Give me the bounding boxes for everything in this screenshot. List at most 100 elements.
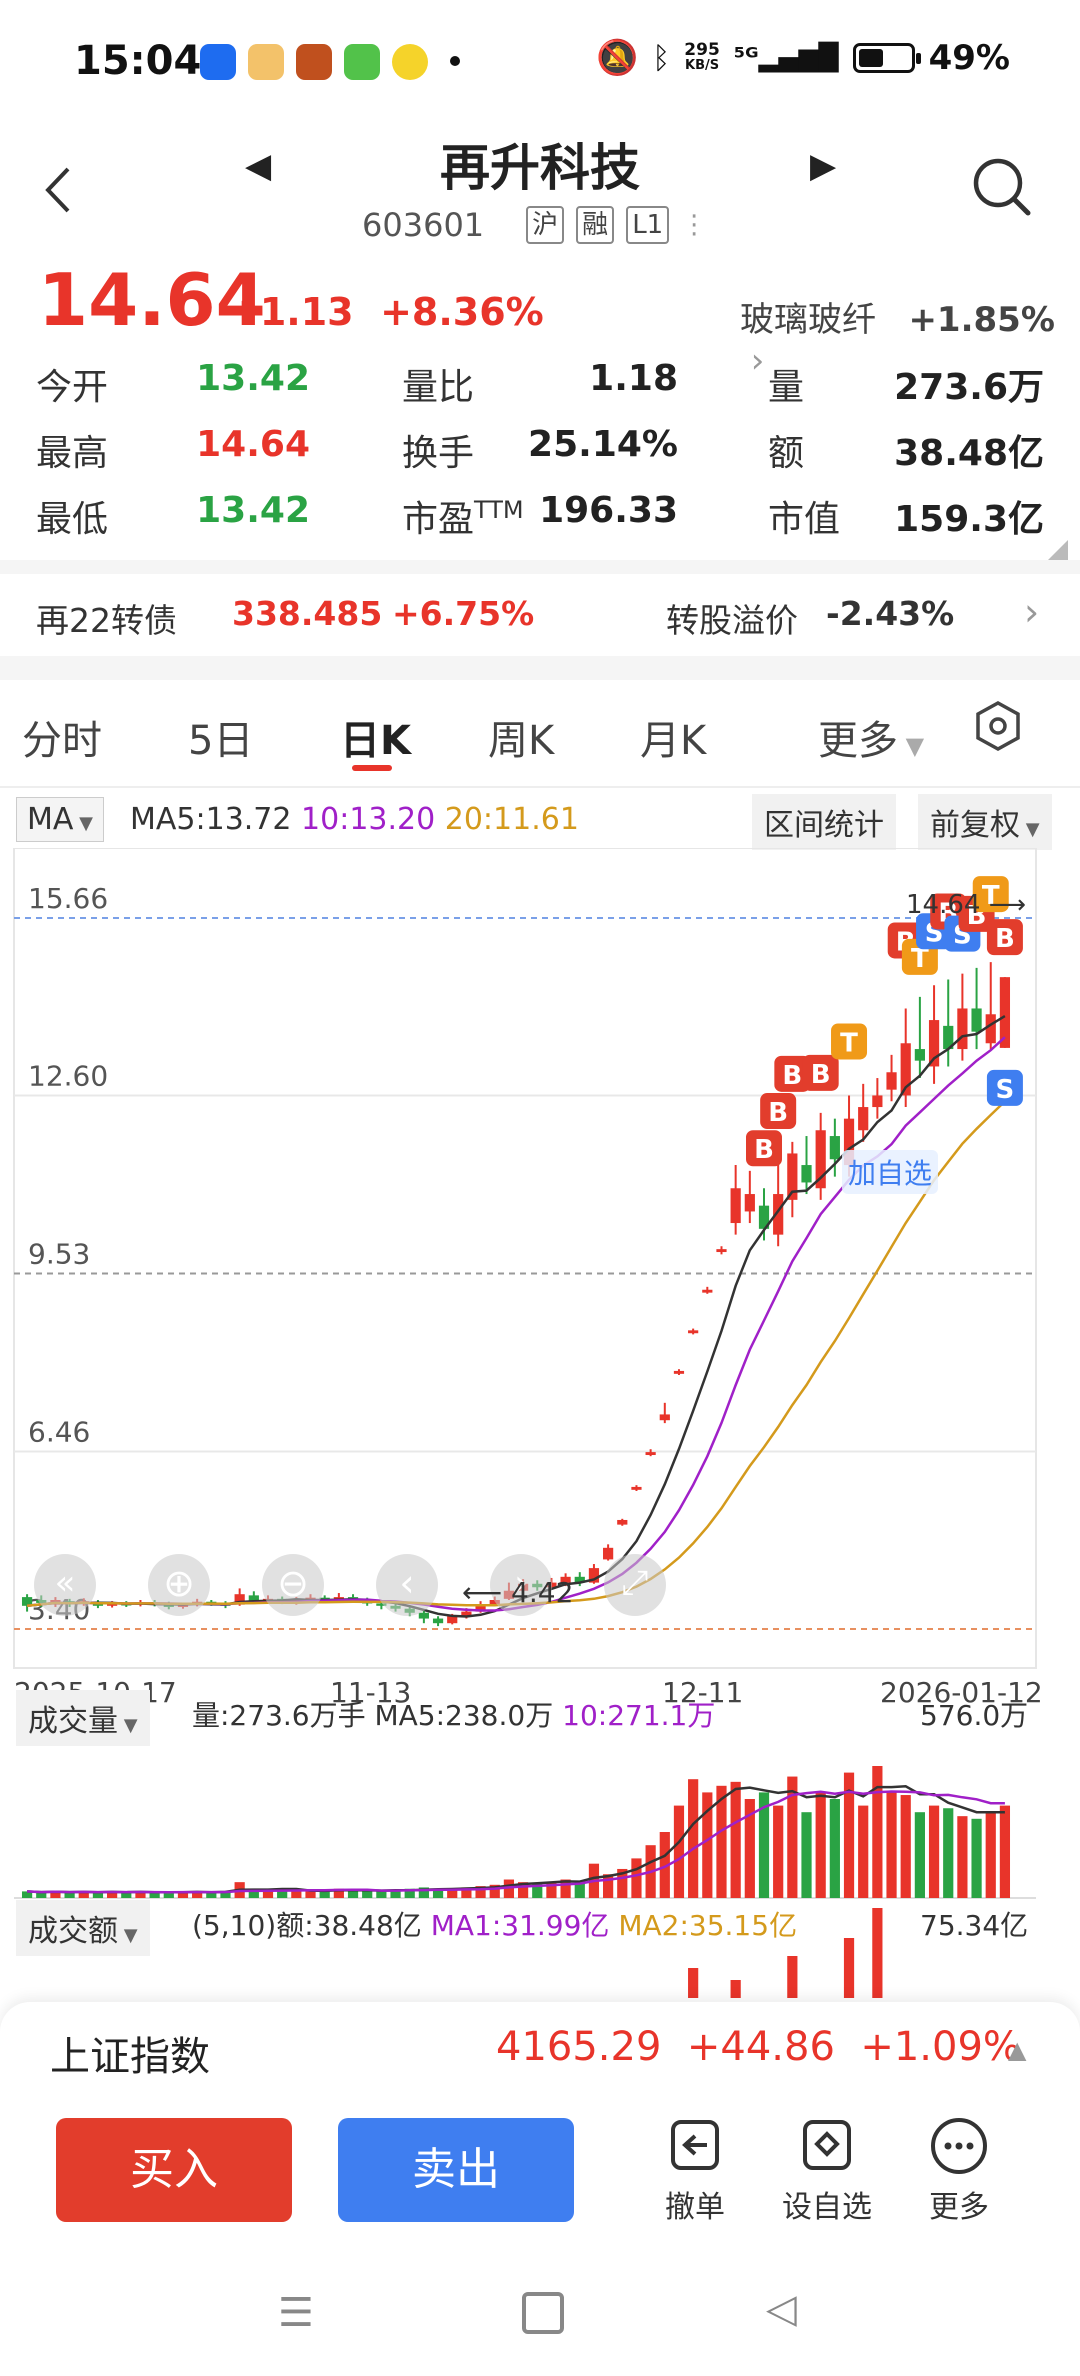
volume-bar	[347, 1890, 359, 1898]
net-speed: 295 KB/S	[684, 40, 720, 74]
volume-ma10-line	[27, 1790, 1005, 1894]
more-actions-button[interactable]: 更多	[904, 2116, 1014, 2226]
volume-bar	[135, 1891, 146, 1898]
signal-badge	[802, 1054, 839, 1091]
volume-bar	[248, 1890, 259, 1898]
candle-body	[234, 1594, 245, 1605]
menu-nav-icon[interactable]: ☰	[278, 2290, 314, 2336]
more-dots-icon[interactable]: ⋮	[681, 210, 708, 240]
candle-body	[447, 1616, 458, 1624]
volume-bar	[603, 1874, 614, 1898]
amount-ma2: MA2:35.15亿	[618, 1909, 798, 1942]
next-stock-icon[interactable]: ▶	[810, 146, 837, 186]
candle-body	[688, 1330, 699, 1334]
current-price: 14.64	[38, 258, 266, 342]
high-price-marker: 14.64 ⟶	[906, 890, 1026, 920]
expand-corner-icon[interactable]	[1046, 540, 1068, 562]
tab-intraday[interactable]: 分时	[22, 718, 102, 764]
volume-bar	[900, 1795, 911, 1898]
candle-body	[943, 1025, 954, 1050]
amount-indicator-select[interactable]: 成交额 ▼	[16, 1900, 150, 1956]
scroll-start-icon[interactable]: «	[34, 1554, 96, 1616]
volume-bar	[362, 1891, 373, 1898]
volume-bar	[928, 1805, 940, 1898]
tab-daily-k[interactable]: 日K	[340, 718, 411, 764]
level-tag: L1	[626, 206, 670, 244]
ma10-value: 10:13.20	[301, 802, 436, 837]
volume-bar	[801, 1812, 812, 1898]
ma-select[interactable]: MA ▼	[16, 797, 104, 842]
index-name[interactable]: 上证指数	[50, 2034, 210, 2080]
zoom-out-icon[interactable]: ⊖	[262, 1554, 324, 1616]
volume-bar	[149, 1892, 160, 1898]
candle-body	[603, 1547, 614, 1560]
back-icon[interactable]	[40, 160, 76, 230]
home-nav-icon[interactable]	[522, 2292, 564, 2334]
more-notifications-icon	[450, 56, 460, 66]
cancel-order-button[interactable]: 撤单	[640, 2116, 750, 2226]
tab-weekly-k[interactable]: 周K	[488, 718, 555, 764]
back-nav-icon[interactable]: ◁	[766, 2286, 797, 2332]
candle-body	[730, 1188, 741, 1224]
chevron-right-icon: ›	[740, 341, 765, 381]
stock-name: 再升科技	[440, 139, 640, 197]
range-stats-button[interactable]: 区间统计	[752, 794, 896, 850]
amount-bar	[843, 1938, 855, 1998]
battery-percent: 49%	[928, 38, 1010, 78]
volume-bar	[489, 1884, 500, 1898]
stat-value: 13.42	[196, 358, 310, 399]
tab-more[interactable]: 更多 ▼	[818, 718, 925, 764]
volume-bar	[858, 1805, 869, 1898]
volume-bar	[914, 1812, 925, 1898]
amount-bar	[688, 1968, 699, 1998]
signal-badge	[986, 919, 1023, 956]
search-icon[interactable]	[970, 155, 1034, 223]
convertible-bond-row[interactable]: 再22转债 338.485 +6.75% 转股溢价 -2.43% ›	[0, 576, 1080, 656]
y-tick-label: 12.60	[28, 1059, 108, 1092]
app-icon	[248, 44, 284, 80]
volume-bar	[773, 1805, 784, 1898]
candle-body	[574, 1576, 585, 1583]
candle-body	[872, 1095, 883, 1108]
volume-bar	[957, 1816, 968, 1898]
scroll-left-icon[interactable]: ‹	[376, 1554, 438, 1616]
candle-body	[631, 1486, 642, 1490]
volume-indicator-select[interactable]: 成交量 ▼	[16, 1690, 150, 1746]
sector-link[interactable]: 玻璃玻纤 +1.85% ›	[740, 292, 1080, 381]
scroll-right-icon[interactable]: ›	[490, 1554, 552, 1616]
volume-bar	[758, 1792, 770, 1898]
stat-value: 14.64	[196, 424, 310, 465]
tab-5day[interactable]: 5日	[188, 718, 254, 764]
candle-body	[716, 1249, 727, 1253]
sell-button[interactable]: 卖出	[338, 2118, 574, 2222]
adjust-select[interactable]: 前复权 ▼	[918, 794, 1052, 850]
volume-bar	[107, 1891, 118, 1898]
volume-bar	[432, 1888, 444, 1898]
add-watchlist-button[interactable]: 设自选	[772, 2116, 882, 2226]
tab-monthly-k[interactable]: 月K	[640, 718, 707, 764]
volume-bar	[461, 1887, 472, 1898]
volume-max: 576.0万	[920, 1699, 1029, 1732]
signal-badge	[746, 1130, 782, 1167]
volume-bar	[333, 1888, 344, 1898]
y-tick-label: 15.66	[28, 882, 108, 915]
amount-values: (5,10)额:38.48亿 MA1:31.99亿 MA2:35.15亿	[192, 1904, 797, 1944]
candle-body	[21, 1597, 33, 1606]
zoom-in-icon[interactable]: ⊕	[148, 1554, 210, 1616]
prev-stock-icon[interactable]: ◀	[245, 146, 272, 186]
battery-icon	[852, 43, 921, 73]
signal-label: T	[982, 881, 1000, 911]
volume-bar	[787, 1776, 798, 1898]
fullscreen-icon[interactable]: ⤢	[604, 1554, 666, 1616]
bond-name: 再22转债	[36, 601, 177, 640]
ma5-line	[26, 1015, 1006, 1618]
settings-hexagon-icon[interactable]	[972, 700, 1024, 762]
volume-bar	[943, 1808, 954, 1898]
stat-label: 额	[768, 433, 805, 474]
add-watchlist-tag[interactable]: 加自选	[842, 1150, 939, 1194]
expand-up-icon[interactable]: ▲	[1008, 2036, 1027, 2064]
kline-chart[interactable]: 15.6612.609.536.463.40BBBBTBTSBSBTBS2025…	[0, 848, 1080, 1998]
volume-bar	[843, 1772, 855, 1898]
buy-button[interactable]: 买入	[56, 2118, 292, 2222]
volume-bar	[262, 1891, 274, 1898]
